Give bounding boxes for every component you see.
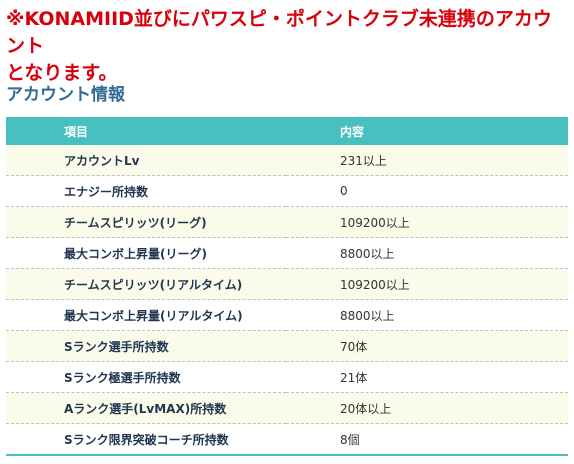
row-value: 21体 <box>286 361 568 393</box>
column-header-content: 内容 <box>286 117 568 145</box>
row-label: Sランク選手所持数 <box>6 330 286 362</box>
row-label: Sランク極選手所持数 <box>6 361 286 393</box>
table-row: Sランク極選手所持数 21体 <box>6 361 568 393</box>
row-value: 8800以上 <box>286 237 568 269</box>
row-label: アカウントLv <box>6 145 286 176</box>
section-title: アカウント情報 <box>6 85 125 105</box>
row-label: 最大コンボ上昇量(リーグ) <box>6 237 286 269</box>
row-value: 8800以上 <box>286 299 568 331</box>
table-row: Aランク選手(LvMAX)所持数 20体以上 <box>6 392 568 424</box>
table-row: 最大コンボ上昇量(リーグ) 8800以上 <box>6 237 568 269</box>
row-value: 109200以上 <box>286 206 568 238</box>
row-label: Aランク選手(LvMAX)所持数 <box>6 392 286 424</box>
row-value: 20体以上 <box>286 392 568 424</box>
row-label: Sランク限界突破コーチ所持数 <box>6 423 286 456</box>
table-row: チームスピリッツ(リーグ) 109200以上 <box>6 206 568 238</box>
table-row: 最大コンボ上昇量(リアルタイム) 8800以上 <box>6 299 568 331</box>
table-header-row: 項目 内容 <box>6 117 568 145</box>
table-row: Sランク限界突破コーチ所持数 8個 <box>6 423 568 456</box>
row-value: 0 <box>286 175 568 207</box>
row-value: 109200以上 <box>286 268 568 300</box>
row-label: チームスピリッツ(リーグ) <box>6 206 286 238</box>
row-label: 最大コンボ上昇量(リアルタイム) <box>6 299 286 331</box>
account-notice: ※KONAMIID並びにパワスピ・ポイントクラブ未連携のアカウント となります。 <box>6 8 552 84</box>
row-value: 70体 <box>286 330 568 362</box>
row-label: エナジー所持数 <box>6 175 286 207</box>
column-header-item: 項目 <box>6 117 286 145</box>
table-row: アカウントLv 231以上 <box>6 145 568 176</box>
table-row: エナジー所持数 0 <box>6 175 568 207</box>
table-row: Sランク選手所持数 70体 <box>6 330 568 362</box>
table-row: チームスピリッツ(リアルタイム) 109200以上 <box>6 268 568 300</box>
account-info-table: 項目 内容 アカウントLv 231以上 エナジー所持数 0 チームスピリッツ(リ… <box>6 117 568 456</box>
row-value: 231以上 <box>286 145 568 176</box>
row-value: 8個 <box>286 423 568 456</box>
row-label: チームスピリッツ(リアルタイム) <box>6 268 286 300</box>
